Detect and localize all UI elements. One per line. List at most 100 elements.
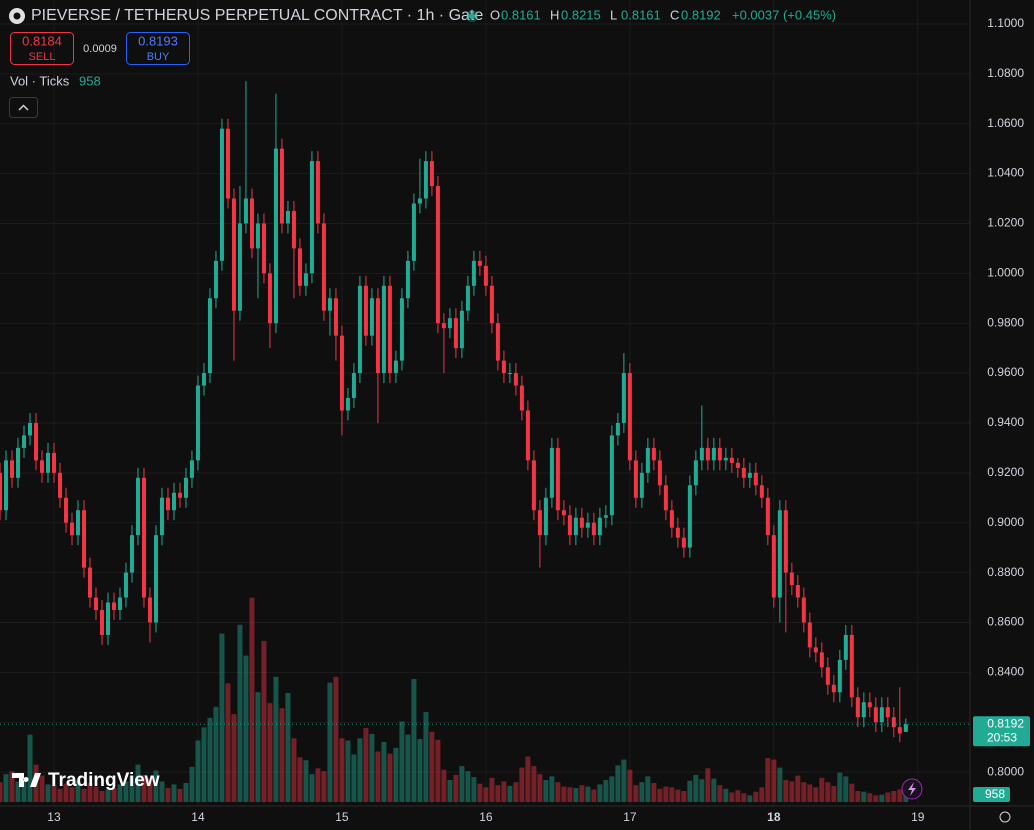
volume-bar bbox=[579, 785, 585, 802]
volume-bar bbox=[693, 774, 699, 802]
candle-body bbox=[531, 460, 536, 511]
candle-body bbox=[597, 517, 602, 536]
candle-body bbox=[111, 602, 116, 610]
candle-body bbox=[687, 485, 692, 548]
candle-body bbox=[651, 447, 656, 461]
volume-bar bbox=[249, 597, 255, 802]
volume-bar bbox=[357, 738, 363, 802]
volume-bar bbox=[363, 728, 369, 802]
volume-bar bbox=[801, 782, 807, 802]
volume-bar bbox=[51, 785, 57, 802]
candle-body bbox=[603, 515, 608, 518]
candle-body bbox=[399, 298, 404, 361]
volume-bar bbox=[285, 692, 291, 802]
y-tick-label: 1.1000 bbox=[987, 16, 1024, 30]
candle-body bbox=[489, 285, 494, 324]
volume-bar bbox=[759, 787, 765, 802]
candle-body bbox=[807, 622, 812, 648]
volume-bar bbox=[57, 788, 63, 802]
sell-button[interactable] bbox=[10, 32, 74, 65]
y-tick-label: 1.0200 bbox=[987, 216, 1024, 230]
volume-bar bbox=[543, 780, 549, 802]
volume-bar bbox=[651, 782, 657, 802]
y-tick-label: 1.0600 bbox=[987, 116, 1024, 130]
sell-label: SELL bbox=[29, 51, 56, 63]
axes: 1.1000 1.0800 1.0600 1.0400 1.0200 1.0000 0.98… bbox=[47, 16, 1024, 824]
candle-body bbox=[663, 485, 668, 511]
volume-bar bbox=[771, 759, 777, 802]
buy-button[interactable] bbox=[126, 32, 190, 65]
candle-body bbox=[747, 472, 752, 478]
candle-body bbox=[411, 203, 416, 261]
candle-body bbox=[207, 298, 212, 374]
volume-bar bbox=[411, 679, 417, 802]
candle-body bbox=[861, 702, 866, 718]
volume-bar bbox=[129, 775, 135, 802]
spread: 0.0009 bbox=[83, 43, 117, 55]
candle-body bbox=[885, 707, 890, 718]
volume-bar bbox=[27, 734, 33, 802]
x-tick-label: 16 bbox=[479, 810, 493, 824]
volume-bar bbox=[165, 788, 171, 802]
candle-body bbox=[237, 223, 242, 311]
candle-body bbox=[441, 323, 446, 329]
candle-body bbox=[429, 161, 434, 187]
volume-bar bbox=[639, 782, 645, 802]
candle-body bbox=[195, 385, 200, 461]
volume-bar bbox=[867, 793, 873, 802]
volume-tag bbox=[973, 787, 1010, 802]
volume-legend-value: 958 bbox=[79, 73, 101, 88]
volume-bar bbox=[591, 789, 597, 802]
candle-body bbox=[657, 460, 662, 486]
candle-body bbox=[477, 260, 482, 266]
candle-body bbox=[501, 360, 506, 374]
candle-body bbox=[351, 373, 356, 399]
candle-body bbox=[843, 634, 848, 660]
candle-body bbox=[705, 447, 710, 461]
candle-body bbox=[117, 597, 122, 610]
buy-price: 0.8193 bbox=[138, 33, 178, 48]
volume-bar bbox=[513, 782, 519, 802]
candle-body bbox=[729, 457, 734, 463]
volume-bar bbox=[345, 740, 351, 802]
volume-bar bbox=[843, 776, 849, 802]
volume-bar bbox=[429, 731, 435, 802]
candle-body bbox=[87, 567, 92, 598]
volume-bar bbox=[75, 780, 81, 802]
volume-bar bbox=[471, 777, 477, 802]
volume-bar bbox=[159, 781, 165, 802]
candle-body bbox=[129, 535, 134, 573]
ohlc-key: H bbox=[550, 7, 559, 22]
volume-bar bbox=[123, 781, 129, 802]
volume-bar bbox=[369, 733, 375, 802]
candle-body bbox=[681, 537, 686, 548]
volume-bar bbox=[297, 757, 303, 802]
candle-body bbox=[873, 707, 878, 723]
volume-bar bbox=[687, 780, 693, 802]
candle-body bbox=[393, 360, 398, 374]
volume-bar bbox=[573, 788, 579, 802]
candle-body bbox=[57, 472, 62, 498]
candle-body bbox=[795, 585, 800, 598]
candle-body bbox=[813, 647, 818, 653]
volume-bar bbox=[39, 775, 45, 802]
volume-bar bbox=[183, 782, 189, 802]
volume-bar bbox=[549, 776, 555, 802]
candle-body bbox=[903, 724, 908, 732]
candle-body bbox=[783, 510, 788, 573]
y-tick-label: 0.8800 bbox=[987, 565, 1024, 579]
volume-bar bbox=[321, 771, 327, 802]
candle-body bbox=[879, 707, 884, 723]
collapse-button[interactable] bbox=[9, 97, 38, 118]
y-tick-label: 1.0400 bbox=[987, 166, 1024, 180]
volume-bar bbox=[627, 769, 633, 802]
candle-body bbox=[201, 373, 206, 386]
candle-body bbox=[567, 515, 572, 536]
volume-bar bbox=[243, 655, 249, 802]
volume-bar bbox=[531, 766, 537, 802]
volume-bar bbox=[279, 708, 285, 802]
volume-bar bbox=[681, 791, 687, 802]
candle-body bbox=[405, 260, 410, 299]
x-tick-label: 14 bbox=[191, 810, 205, 824]
volume-bar bbox=[855, 791, 861, 802]
